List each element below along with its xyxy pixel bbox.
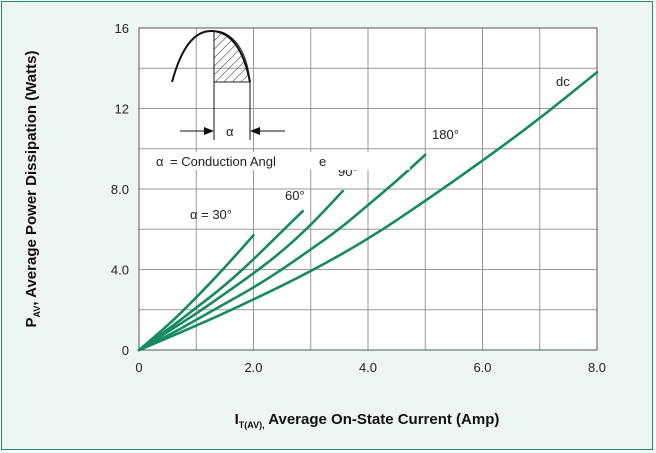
conduction-waveform-diagram: α α = Conduction Angl e: [152, 29, 410, 170]
series-line-4: [137, 70, 599, 352]
x-tick-label: 8.0: [588, 360, 606, 375]
x-axis-title: IT(AV), Average On-State Current (Amp): [235, 411, 500, 430]
x-tick-label: 4.0: [359, 360, 377, 375]
series-label-30: α = 30°: [190, 207, 232, 222]
series-line-2: [137, 189, 345, 352]
series-label-180: 180°: [432, 127, 459, 142]
y-tick-label: 16: [115, 21, 129, 36]
x-tick-label: 0: [135, 360, 142, 375]
y-tick-label: 8.0: [111, 182, 129, 197]
alpha-box-bg: [220, 122, 244, 140]
grid-lines: [139, 28, 597, 350]
inset-alpha: α: [226, 124, 234, 139]
x-tick-label: 2.0: [244, 360, 262, 375]
conduction-angle-alpha: α: [156, 154, 164, 169]
arrow-left-head: [204, 127, 214, 135]
series-layer: [137, 70, 599, 352]
series-label-60: 60°: [285, 188, 305, 203]
plot-border: [138, 27, 598, 351]
y-axis-title: PAV, Average Power Dissipation (Watts): [23, 51, 42, 328]
y-tick-label: 0: [122, 343, 129, 358]
x-tick-label: 6.0: [473, 360, 491, 375]
series-line-3: [137, 153, 427, 352]
conduction-angle-text-tail: e: [319, 154, 326, 169]
conduction-text-bg: [152, 152, 410, 170]
series-label-dc: dc: [556, 74, 570, 89]
y-tick-label: 12: [115, 102, 129, 117]
series-line-0: [137, 233, 255, 352]
series-line-1: [137, 209, 305, 352]
conduction-angle-text: = Conduction Angl: [170, 154, 276, 169]
y-tick-label: 4.0: [111, 263, 129, 278]
half-sine-wave: [171, 29, 251, 83]
arrow-right-head: [250, 127, 260, 135]
tick-labels: 0 2.0 4.0 6.0 8.0 0 4.0 8.0 12 16: [111, 21, 606, 375]
